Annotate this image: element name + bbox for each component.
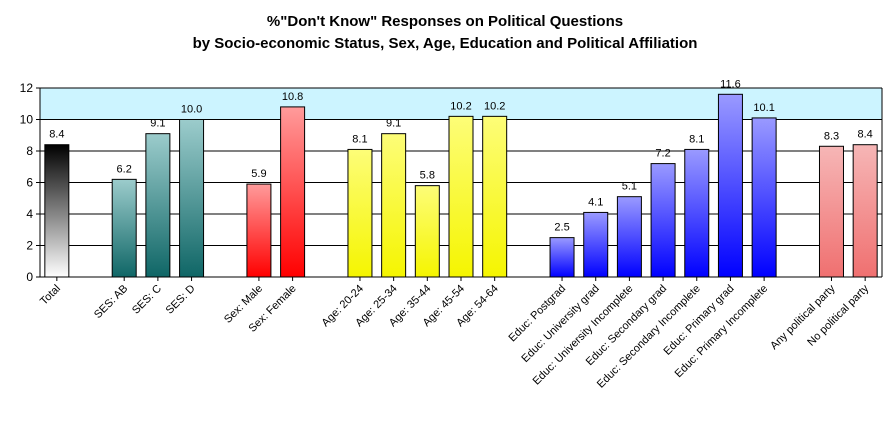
bar xyxy=(347,148,373,278)
data-label: 9.1 xyxy=(150,118,165,130)
y-tick-label: 4 xyxy=(26,207,33,221)
x-tick-label: Educ: Postgrad xyxy=(506,283,568,345)
bar xyxy=(650,163,676,278)
bar xyxy=(818,145,844,278)
x-tick-label: SES: D xyxy=(164,283,198,317)
data-label: 10.0 xyxy=(181,104,202,116)
data-label: 8.4 xyxy=(49,129,64,141)
bar xyxy=(549,237,575,278)
data-label: 5.1 xyxy=(622,181,637,193)
y-tick-label: 12 xyxy=(20,81,34,95)
data-label: 10.2 xyxy=(484,100,505,112)
data-label: 11.6 xyxy=(720,78,741,90)
bar xyxy=(583,211,609,278)
bar xyxy=(852,144,878,278)
data-label: 5.9 xyxy=(251,168,266,180)
bar xyxy=(381,133,407,278)
x-tick-label: SES: C xyxy=(130,283,164,317)
bar xyxy=(145,133,171,278)
chart-title: %"Don't Know" Responses on Political Que… xyxy=(267,13,623,30)
data-label: 4.1 xyxy=(588,196,603,208)
data-label: 9.1 xyxy=(386,118,401,130)
plot-area: 0 2 4 6 8 10 12 8.4 Total 6.2 SES: AB 9.1 SES: C 10.0… xyxy=(20,78,883,391)
y-tick-label: 10 xyxy=(20,113,34,127)
data-label: 7.2 xyxy=(655,148,670,160)
data-label: 10.2 xyxy=(450,100,471,112)
chart-subtitle: by Socio-economic Status, Sex, Age, Educ… xyxy=(193,35,698,52)
y-tick-label: 2 xyxy=(26,239,33,253)
bar xyxy=(280,106,306,278)
data-label: 8.1 xyxy=(352,133,367,145)
bar xyxy=(717,93,743,278)
bar xyxy=(684,148,710,278)
bar xyxy=(751,117,777,278)
y-tick-label: 8 xyxy=(26,144,33,158)
bar xyxy=(246,183,272,278)
data-label: 8.4 xyxy=(858,129,873,141)
bar xyxy=(111,178,137,278)
data-label: 8.1 xyxy=(689,133,704,145)
x-tick-label: No political party xyxy=(805,282,871,348)
bar xyxy=(448,115,474,278)
x-tick-label: Total xyxy=(38,283,63,308)
x-tick-label: SES: AB xyxy=(92,283,130,321)
bar xyxy=(179,119,205,278)
data-label: 5.8 xyxy=(420,170,435,182)
data-label: 10.1 xyxy=(753,102,774,114)
y-tick-label: 0 xyxy=(26,270,33,284)
bar xyxy=(482,115,508,278)
data-label: 2.5 xyxy=(554,222,569,234)
data-label: 8.3 xyxy=(824,130,839,142)
bar xyxy=(414,185,440,278)
y-tick-label: 6 xyxy=(26,176,33,190)
bar xyxy=(44,144,70,278)
data-label: 10.8 xyxy=(282,91,303,103)
bar xyxy=(616,196,642,278)
data-label: 6.2 xyxy=(117,163,132,175)
